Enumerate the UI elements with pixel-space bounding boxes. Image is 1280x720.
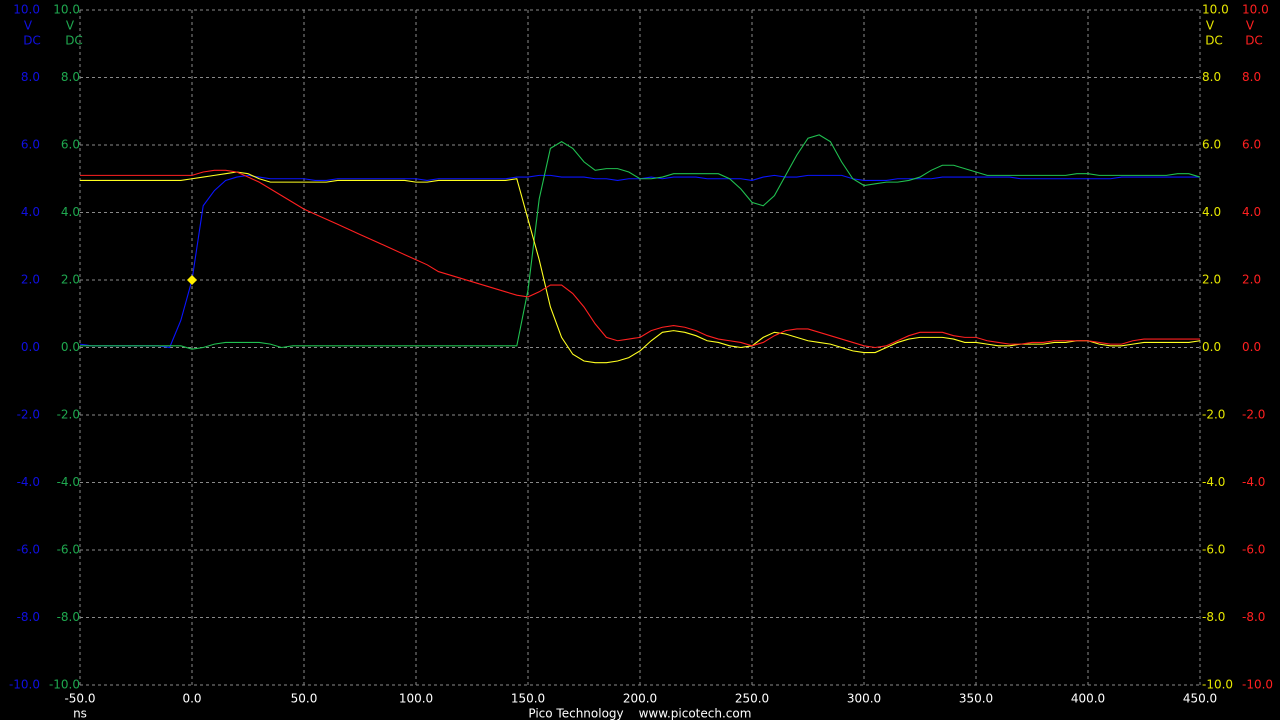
y-tick-label: -2.0 [57, 408, 80, 422]
y-tick-label: 6.0 [21, 138, 40, 152]
y-coupling: DC [23, 34, 41, 48]
y-unit: V [66, 19, 75, 33]
y-tick-label: -10.0 [1242, 678, 1273, 692]
y-tick-label: 6.0 [61, 138, 80, 152]
x-tick-label: 150.0 [511, 692, 545, 706]
y-tick-label: -8.0 [17, 610, 40, 624]
y-coupling: DC [1205, 34, 1223, 48]
x-tick-label: 0.0 [182, 692, 201, 706]
footer-brand: Pico Technology [528, 707, 623, 720]
y-tick-label: -10.0 [1202, 678, 1233, 692]
y-tick-label: 0.0 [1242, 340, 1261, 354]
y-tick-label: 10.0 [1202, 3, 1229, 17]
y-tick-label: -2.0 [17, 408, 40, 422]
y-tick-label: 4.0 [1242, 205, 1261, 219]
x-tick-label: 300.0 [847, 692, 881, 706]
x-tick-label: 400.0 [1071, 692, 1105, 706]
y-tick-label: 4.0 [1202, 205, 1221, 219]
y-tick-label: 6.0 [1242, 138, 1261, 152]
y-tick-label: 2.0 [61, 273, 80, 287]
x-tick-label: 450.0 [1183, 692, 1217, 706]
y-coupling: DC [1245, 34, 1263, 48]
y-unit: V [24, 19, 33, 33]
y-tick-label: 6.0 [1202, 138, 1221, 152]
y-tick-label: 2.0 [21, 273, 40, 287]
y-tick-label: 8.0 [1202, 70, 1221, 84]
y-tick-label: -4.0 [17, 475, 40, 489]
y-tick-label: -6.0 [1242, 543, 1265, 557]
x-tick-label: 100.0 [399, 692, 433, 706]
y-tick-label: 4.0 [61, 205, 80, 219]
y-tick-label: 8.0 [1242, 70, 1261, 84]
y-tick-label: -8.0 [1242, 610, 1265, 624]
x-tick-label: -50.0 [64, 692, 95, 706]
y-tick-label: 2.0 [1202, 273, 1221, 287]
y-tick-label: 2.0 [1242, 273, 1261, 287]
trigger-marker [187, 275, 197, 285]
y-tick-label: 10.0 [1242, 3, 1269, 17]
y-unit: V [1206, 19, 1215, 33]
y-unit: V [1246, 19, 1255, 33]
y-tick-label: 0.0 [61, 340, 80, 354]
y-tick-label: -4.0 [1202, 475, 1225, 489]
y-tick-label: -8.0 [1202, 610, 1225, 624]
x-unit: ns [73, 707, 87, 720]
y-tick-label: 0.0 [21, 340, 40, 354]
x-tick-label: 250.0 [735, 692, 769, 706]
y-tick-label: 8.0 [61, 70, 80, 84]
y-tick-label: 10.0 [13, 3, 40, 17]
y-coupling: DC [65, 34, 83, 48]
y-tick-label: -6.0 [17, 543, 40, 557]
y-tick-label: 0.0 [1202, 340, 1221, 354]
y-tick-label: -10.0 [9, 678, 40, 692]
y-tick-label: -10.0 [49, 678, 80, 692]
y-tick-label: -4.0 [57, 475, 80, 489]
x-tick-label: 50.0 [291, 692, 318, 706]
trace [80, 169, 1200, 349]
trace [80, 171, 1201, 364]
y-tick-label: 4.0 [21, 205, 40, 219]
y-tick-label: 8.0 [21, 70, 40, 84]
y-tick-label: -8.0 [57, 610, 80, 624]
y-tick-label: -6.0 [1202, 543, 1225, 557]
y-tick-label: -2.0 [1242, 408, 1265, 422]
x-tick-label: 350.0 [959, 692, 993, 706]
y-tick-label: 10.0 [53, 3, 80, 17]
y-tick-label: -4.0 [1242, 475, 1265, 489]
footer-url: www.picotech.com [639, 707, 752, 720]
trace [80, 134, 1201, 350]
y-tick-label: -6.0 [57, 543, 80, 557]
y-tick-label: -2.0 [1202, 408, 1225, 422]
x-tick-label: 200.0 [623, 692, 657, 706]
